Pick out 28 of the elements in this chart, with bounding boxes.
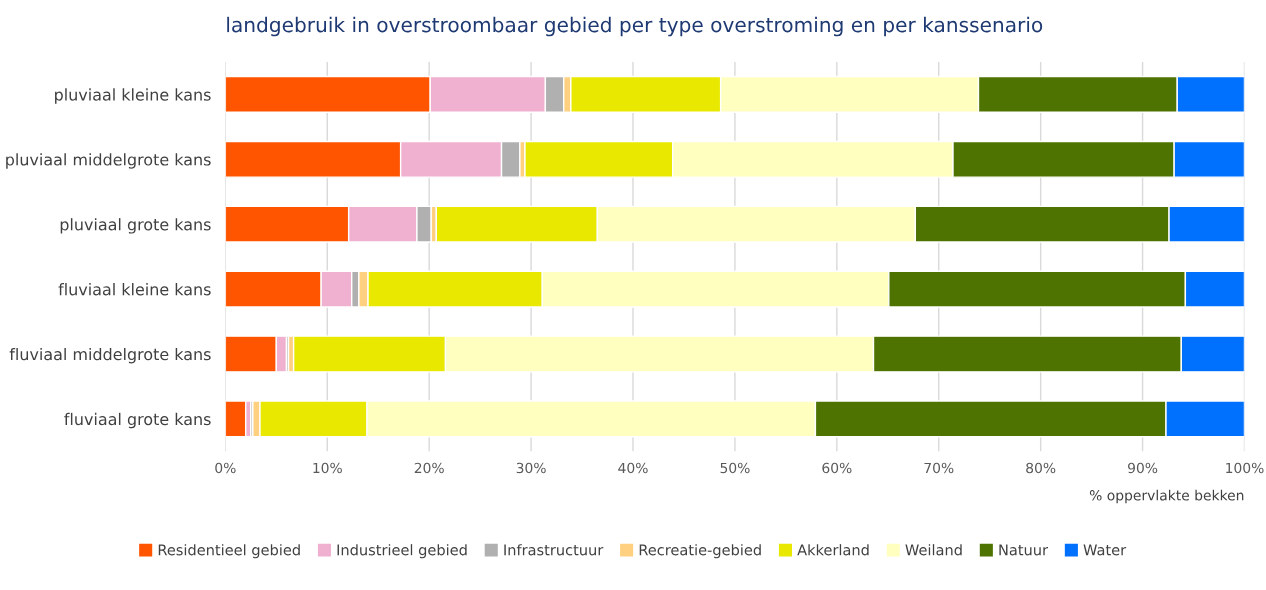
x-tick-label: 50% [720,462,750,474]
chart-title: landgebruik in overstroombaar gebied per type overstroming en per kanssenario [227,16,1043,37]
y-tick-label: fluviaal kleine kans [58,283,211,296]
y-tick-label: pluviaal grote kans [60,218,211,234]
legend-label: Akkerland [797,544,869,556]
legend-label: Natuur [999,544,1049,556]
y-tick-label: fluviaal middelgrote kans [9,347,211,364]
y-tick-label: fluviaal grote kans [64,412,211,429]
bar [225,400,247,438]
x-tick-label: 10% [313,462,342,474]
legend-label: Industrieel gebied [337,544,467,559]
legend-label: Infrastructuur [504,544,604,556]
legend-label: Water [1083,544,1127,556]
legend-label: Residentieel gebied [158,544,300,559]
x-tick-label: 0% [215,462,236,474]
y-tick-label: pluviaal middelgrote kans [6,153,211,169]
x-tick-label: 60% [822,462,852,474]
x-tick-label: 30% [516,462,546,474]
x-tick-label: 40% [618,462,648,474]
x-tick-label: 80% [1026,462,1056,474]
legend-label: Recreatie-gebied [639,544,761,559]
x-tick-label: 70% [924,462,954,474]
y-tick-label: pluviaal kleine kans [55,88,211,104]
legend-label: Weiland [905,544,962,556]
x-tick-label: 20% [414,462,444,474]
x-axis-title: % oppervlakte bekken [1089,489,1244,504]
x-tick-label: 90% [1128,462,1158,474]
x-tick-label: 100% [1226,462,1264,474]
